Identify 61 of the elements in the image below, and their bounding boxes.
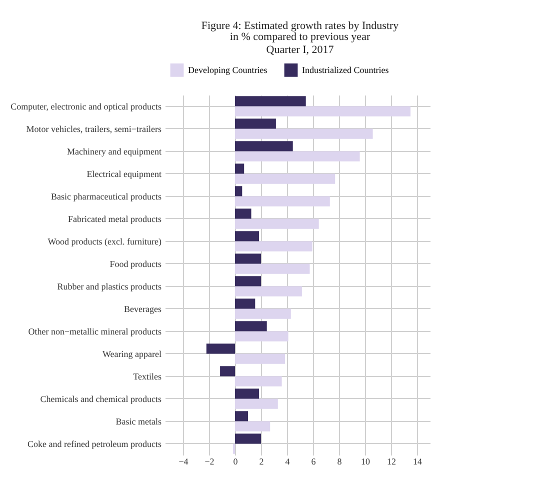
bar xyxy=(235,411,248,422)
y-tick-label: Basic pharmaceutical products xyxy=(51,191,162,202)
bar xyxy=(235,376,282,386)
y-tick-label: Food products xyxy=(110,258,162,269)
bar xyxy=(235,321,267,332)
chart-subtitle: in % compared to previous year Quarter I, 2017 xyxy=(230,31,370,56)
x-tick-label: 4 xyxy=(285,456,290,466)
x-tick-label: 8 xyxy=(337,456,342,466)
y-tick-label: Textiles xyxy=(133,371,162,382)
legend-label: Developing Countries xyxy=(188,65,268,76)
x-tick-label: −2 xyxy=(204,456,214,466)
y-tick-label: Wood products (excl. furniture) xyxy=(48,236,162,246)
bar xyxy=(220,366,235,376)
bar xyxy=(206,344,235,354)
y-tick-label: Wearing apparel xyxy=(102,348,162,359)
x-tick-label: 12 xyxy=(387,456,396,466)
x-tick-label: 10 xyxy=(361,456,370,466)
bar xyxy=(235,106,410,116)
bar xyxy=(235,118,276,129)
bar xyxy=(235,388,260,399)
bar xyxy=(235,218,319,229)
bar xyxy=(235,421,270,432)
bar xyxy=(235,308,291,319)
bar xyxy=(235,298,256,309)
y-tick-label: Electrical equipment xyxy=(86,168,162,179)
y-tick-label: Coke and refined petroleum products xyxy=(28,438,162,449)
x-tick-label: −4 xyxy=(178,456,189,466)
bar xyxy=(235,434,261,444)
y-tick-label: Motor vehicles, trailers, semi−trailers xyxy=(26,124,162,134)
bar xyxy=(235,151,360,162)
bar xyxy=(235,186,242,196)
y-tick-label: Rubber and plastics products xyxy=(57,281,162,292)
legend-label: Industrialized Countries xyxy=(302,65,390,76)
y-tick-label: Other non−metallic mineral products xyxy=(28,326,162,336)
bar xyxy=(235,208,252,219)
bar xyxy=(235,276,261,286)
x-tick-label: 6 xyxy=(311,456,316,466)
y-tick-label: Machinery and equipment xyxy=(67,146,162,156)
chart-title: Figure 4: Estimated growth rates by Industry xyxy=(201,20,400,32)
bar xyxy=(235,241,312,252)
bar xyxy=(235,196,330,206)
bar xyxy=(235,286,302,296)
bar xyxy=(235,174,336,184)
bar xyxy=(235,164,244,174)
bar xyxy=(235,354,286,364)
y-tick-label: Basic metals xyxy=(116,416,162,426)
x-tick-label: 2 xyxy=(259,456,264,466)
y-tick-label: Chemicals and chemical products xyxy=(40,394,162,404)
bar xyxy=(235,398,278,409)
y-tick-label: Beverages xyxy=(124,304,162,314)
bar xyxy=(235,254,261,264)
bar xyxy=(235,264,310,274)
bar xyxy=(235,128,373,139)
bar xyxy=(235,141,293,152)
y-tick-label: Fabricated metal products xyxy=(68,214,162,224)
bar xyxy=(235,231,260,242)
y-tick-label: Computer, electronic and optical products xyxy=(10,101,162,112)
x-tick-label: 0 xyxy=(233,456,238,466)
x-tick-label: 14 xyxy=(413,456,422,466)
bar xyxy=(235,96,306,106)
bar xyxy=(235,331,288,342)
